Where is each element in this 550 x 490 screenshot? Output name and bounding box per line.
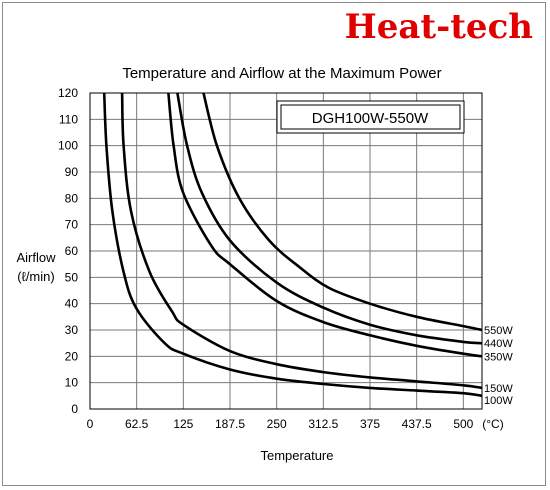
series-label-550w: 550W bbox=[484, 325, 513, 337]
series-line-150w bbox=[120, 93, 482, 390]
model-box-outer bbox=[276, 100, 465, 134]
model-box-inner bbox=[280, 104, 461, 130]
series-line-550w bbox=[202, 93, 482, 332]
x-tick-label: 312.5 bbox=[308, 417, 338, 431]
model-label: DGH100W-550W bbox=[312, 110, 429, 127]
y-tick-label: 90 bbox=[65, 165, 79, 179]
model-label-box: DGH100W-550W bbox=[276, 100, 465, 134]
y-tick-label: 80 bbox=[65, 191, 79, 205]
y-tick-label: 70 bbox=[65, 218, 79, 232]
series-line-100w bbox=[102, 93, 482, 398]
y-axis-unit: (ℓ/min) bbox=[17, 269, 54, 284]
y-tick-label: 110 bbox=[59, 112, 78, 126]
y-tick-label: 0 bbox=[71, 402, 78, 416]
y-tick-label: 100 bbox=[58, 139, 78, 153]
x-tick-label: 62.5 bbox=[125, 417, 149, 431]
x-axis-unit: (°C) bbox=[482, 417, 503, 431]
grid-lines bbox=[89, 92, 482, 410]
series-line-350w bbox=[167, 93, 482, 358]
chart-title: Temperature and Airflow at the Maximum P… bbox=[122, 65, 441, 82]
y-tick-label: 10 bbox=[65, 376, 79, 390]
brand-logo-text: Heat-tech bbox=[344, 7, 533, 47]
y-tick-label: 40 bbox=[65, 297, 79, 311]
y-tick-label: 30 bbox=[65, 323, 79, 337]
series-label-100w: 100W bbox=[484, 395, 513, 407]
y-tick-label: 60 bbox=[65, 244, 79, 258]
x-tick-label: 437.5 bbox=[402, 417, 432, 431]
series-layer bbox=[102, 93, 482, 398]
y-tick-label: 120 bbox=[58, 86, 78, 100]
y-axis-label: Airflow bbox=[16, 250, 56, 265]
x-tick-label: 500 bbox=[453, 417, 473, 431]
x-tick-label: 125 bbox=[173, 417, 193, 431]
y-tick-label: 20 bbox=[65, 349, 79, 363]
y-tick-labels: 0 10 20 30 40 50 60 70 80 90 100 110 120 bbox=[58, 86, 78, 416]
x-tick-label: 250 bbox=[267, 417, 287, 431]
x-tick-label: 375 bbox=[360, 417, 380, 431]
series-label-150w: 150W bbox=[484, 383, 513, 395]
plot-border bbox=[89, 92, 483, 410]
x-tick-label: 0 bbox=[87, 417, 94, 431]
y-tick-label: 50 bbox=[65, 270, 79, 284]
x-axis-label: Temperature bbox=[261, 448, 334, 463]
series-label-350w: 350W bbox=[484, 351, 513, 363]
series-label-440w: 440W bbox=[484, 338, 513, 350]
x-tick-labels: 0 62.5 125 187.5 250 312.5 375 437.5 500 bbox=[87, 417, 474, 431]
series-line-440w bbox=[176, 93, 482, 345]
x-tick-label: 187.5 bbox=[215, 417, 245, 431]
